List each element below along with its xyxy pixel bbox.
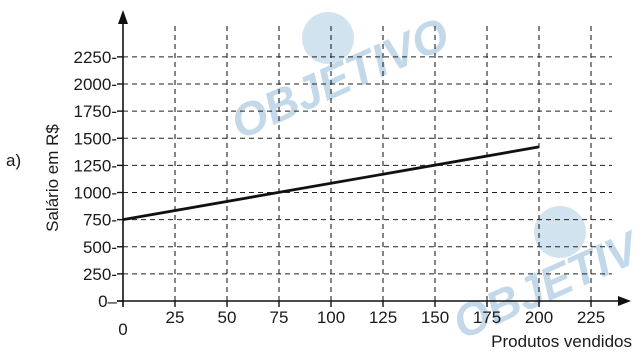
y-tick-label: 2250- [74,48,117,67]
watermark-logo-top: OBJETIVO [223,7,457,149]
x-axis-arrow-icon [618,296,631,306]
series-layer [122,145,540,222]
x-tick-label: 225 [577,308,605,327]
series-line [122,145,540,222]
y-tick-label: 1500- [74,129,117,148]
x-origin-label: 0 [118,320,127,339]
x-tick-label: 75 [270,308,289,327]
axes [117,10,631,307]
y-tick-label: 500- [83,238,117,257]
x-tick-label: 200 [525,308,553,327]
x-tick-label: 175 [473,308,501,327]
x-tick-label: 50 [218,308,237,327]
x-axis-title: Produtos vendidos [491,332,632,351]
y-tick-label: 0– [98,292,117,311]
y-axis-arrow-icon [118,10,128,24]
x-tick-label: 125 [369,308,397,327]
y-axis-title: Salário em R$ [43,124,62,232]
y-tick-label: 250- [83,265,117,284]
watermark-globe-icon [534,206,586,258]
part-label: a) [6,151,21,170]
tick-labels: 25 50 75 100 125 150 175 200 225 00– 250- 500- 750- 1… [74,48,606,339]
y-tick-label: 1000- [74,184,117,203]
y-tick-label: 750- [83,211,117,230]
x-tick-label: 100 [317,308,345,327]
y-tick-label: 2000- [74,75,117,94]
grid [123,24,612,301]
y-tick-label: 1750- [74,102,117,121]
x-tick-label: 150 [421,308,449,327]
y-tick-label: 1250- [74,156,117,175]
x-tick-label: 25 [166,308,185,327]
watermark-logo-bottom: OBJETIVO [445,206,635,349]
watermark-globe-icon [302,12,354,64]
